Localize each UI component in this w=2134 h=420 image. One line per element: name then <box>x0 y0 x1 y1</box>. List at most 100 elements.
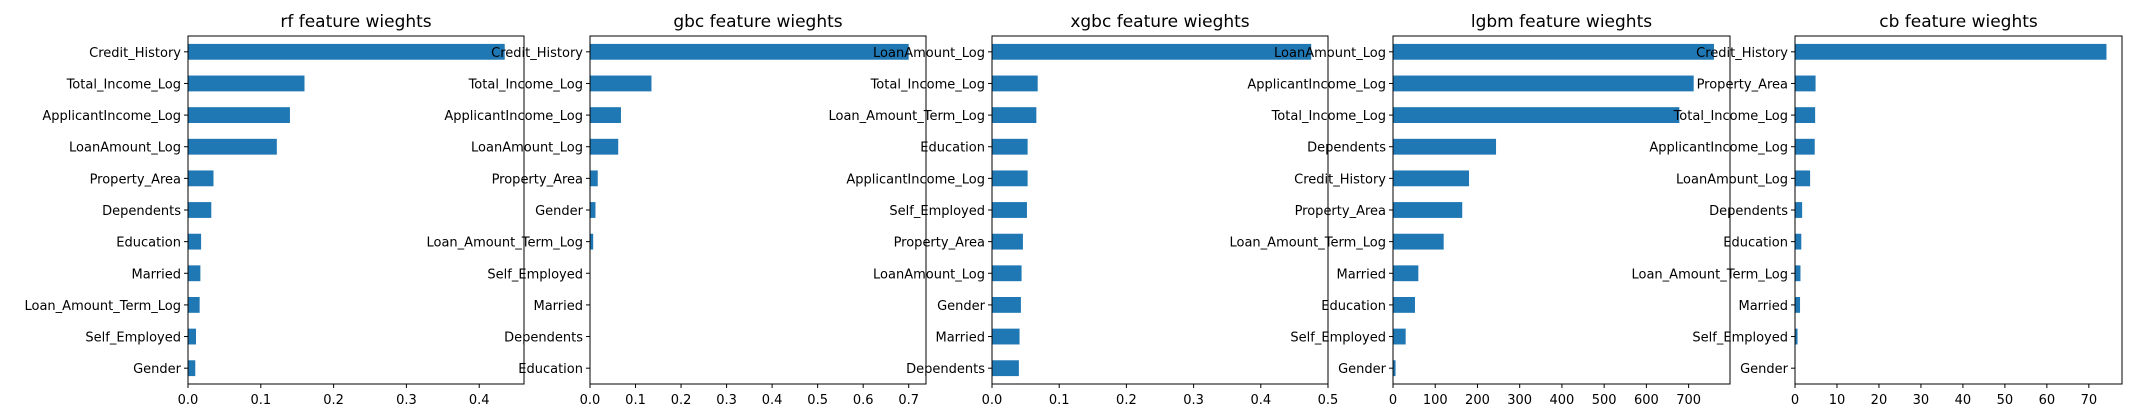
y-tick-label: LoanAmount_Log <box>1676 172 1788 187</box>
y-tick-label: Gender <box>937 299 986 314</box>
y-tick-label: LoanAmount_Log <box>873 46 985 61</box>
chart-title: xgbc feature wieghts <box>1070 12 1249 32</box>
bar <box>1393 360 1396 377</box>
x-tick-label: 0.2 <box>671 393 692 408</box>
bar <box>1795 43 2107 60</box>
y-tick-label: Self_Employed <box>1692 331 1788 346</box>
y-tick-label: Loan_Amount_Term_Log <box>1230 236 1387 251</box>
bar <box>1795 138 1815 155</box>
bar <box>1393 265 1419 282</box>
y-tick-label: Loan_Amount_Term_Log <box>427 236 584 251</box>
bar <box>188 170 214 187</box>
bar <box>188 43 505 60</box>
bar <box>188 265 201 282</box>
chart-panel-5: cb feature wieghts Credit_History Property… <box>1632 12 2123 408</box>
bar <box>992 107 1037 123</box>
bar <box>188 297 200 313</box>
x-tick-label: 20 <box>1871 393 1888 408</box>
axes-frame <box>1794 35 2123 385</box>
y-tick-label: Total_Income_Log <box>468 77 583 92</box>
y-tick-label: Married <box>1336 267 1386 282</box>
x-tick-label: 0.5 <box>807 393 828 408</box>
bar <box>1795 297 1801 313</box>
y-tick-label: Gender <box>1338 362 1387 377</box>
bar <box>590 170 598 187</box>
y-tick-label: Credit_History <box>89 46 181 61</box>
chart-panel-3: xgbc feature wieghts LoanAmount_Log Total_… <box>829 12 1339 408</box>
x-tick-label: 0.2 <box>323 393 344 408</box>
y-tick-label: Loan_Amount_Term_Log <box>829 109 986 124</box>
y-tick-label: Total_Income_Log <box>66 77 181 92</box>
bar <box>590 202 596 218</box>
x-tick-label: 0.7 <box>898 393 919 408</box>
bar <box>992 138 1028 155</box>
bar <box>1795 265 1801 282</box>
y-tick-label: ApplicantIncome_Log <box>1649 141 1788 156</box>
y-tick-label: Loan_Amount_Term_Log <box>25 299 182 314</box>
bar <box>992 265 1022 282</box>
bar <box>590 233 594 250</box>
bar <box>1795 233 1802 250</box>
bar <box>590 138 619 155</box>
y-tick-label: Credit_History <box>1294 172 1386 187</box>
y-tick-label: Gender <box>133 362 182 377</box>
x-tick-label: 0.1 <box>1049 393 1070 408</box>
y-tick-label: Total_Income_Log <box>1673 109 1788 124</box>
x-tick-label: 0.5 <box>1318 393 1339 408</box>
y-tick-label: Education <box>116 236 181 251</box>
y-tick-label: Education <box>1723 236 1788 251</box>
bar <box>188 75 305 92</box>
bar <box>188 202 212 218</box>
bar <box>1393 43 1714 60</box>
bar <box>1393 233 1444 250</box>
x-tick-label: 0.0 <box>178 393 199 408</box>
bar <box>1795 107 1816 123</box>
y-tick-label: Education <box>1321 299 1386 314</box>
y-tick-label: Dependents <box>102 204 181 219</box>
bar <box>188 107 290 123</box>
y-tick-label: Education <box>920 141 985 156</box>
bar <box>1795 170 1811 187</box>
x-tick-label: 0.6 <box>853 393 874 408</box>
x-tick-label: 600 <box>1634 393 1659 408</box>
x-tick-label: 400 <box>1550 393 1575 408</box>
x-tick-label: 500 <box>1592 393 1617 408</box>
x-tick-label: 0 <box>1389 393 1397 408</box>
chart-title: lgbm feature wieghts <box>1471 12 1652 32</box>
x-tick-label: 300 <box>1507 393 1532 408</box>
bar <box>188 360 196 377</box>
y-tick-label: Self_Employed <box>487 267 583 282</box>
y-tick-label: Total_Income_Log <box>870 77 985 92</box>
x-tick-label: 0.0 <box>982 393 1003 408</box>
y-tick-label: ApplicantIncome_Log <box>1247 77 1386 92</box>
x-tick-label: 0.4 <box>762 393 783 408</box>
y-tick-label: Property_Area <box>1697 77 1788 92</box>
y-tick-label: Dependents <box>1307 141 1386 156</box>
y-tick-label: LoanAmount_Log <box>69 141 181 156</box>
x-tick-label: 0.4 <box>1250 393 1271 408</box>
y-tick-label: LoanAmount_Log <box>471 141 583 156</box>
bar <box>1795 328 1798 345</box>
x-tick-label: 60 <box>2039 393 2056 408</box>
x-tick-label: 0.2 <box>1116 393 1137 408</box>
y-tick-label: Self_Employed <box>1290 331 1386 346</box>
y-tick-label: Credit_History <box>1696 46 1788 61</box>
x-tick-label: 0.3 <box>716 393 737 408</box>
chart-title: gbc feature wieghts <box>673 12 842 32</box>
bar <box>992 43 1312 60</box>
bar <box>1393 107 1680 123</box>
y-tick-label: Married <box>131 267 181 282</box>
x-tick-label: 0.4 <box>469 393 490 408</box>
y-tick-label: Dependents <box>906 362 985 377</box>
y-tick-label: Self_Employed <box>85 331 181 346</box>
bar <box>590 43 909 60</box>
chart-panel-1: rf feature wieghts Credit_History Total_In… <box>25 12 525 408</box>
y-tick-label: Married <box>935 331 985 346</box>
bar <box>992 297 1021 313</box>
x-tick-label: 0.1 <box>250 393 271 408</box>
x-tick-label: 0.1 <box>625 393 646 408</box>
y-tick-label: Gender <box>1740 362 1789 377</box>
y-tick-label: Dependents <box>504 331 583 346</box>
